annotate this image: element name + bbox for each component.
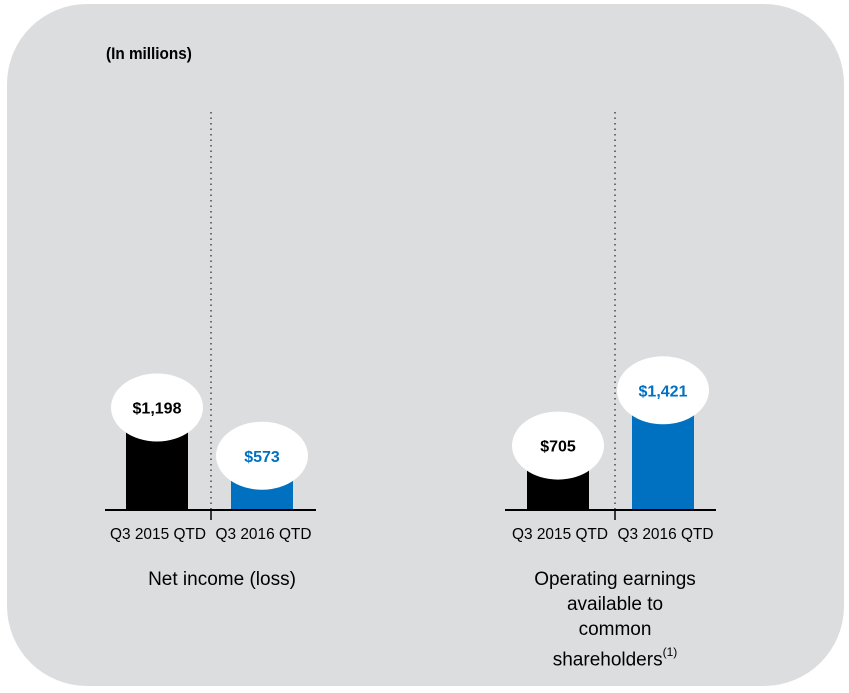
category-label: Q3 2015 QTD <box>110 526 206 543</box>
operating-earnings-chart: $705 Q3 2015 QTD $1,421 Q3 2016 QTD <box>505 112 716 543</box>
category-label: Q3 2016 QTD <box>216 526 312 543</box>
operating-earnings-title-line-1: Operating earnings <box>505 567 725 592</box>
operating-earnings-title-line-4: shareholders <box>553 649 663 670</box>
operating-earnings-title-line-2: available to <box>505 592 725 617</box>
category-label: Q3 2015 QTD <box>512 526 608 543</box>
data-label: $573 <box>244 449 280 466</box>
category-label: Q3 2016 QTD <box>618 526 714 543</box>
operating-earnings-title-line-3: common <box>505 617 725 642</box>
net-income-chart: $1,198 Q3 2015 QTD $573 Q3 2016 QTD <box>105 112 316 543</box>
data-label: $1,421 <box>639 383 688 400</box>
data-label: $705 <box>540 439 576 456</box>
operating-earnings-title: Operating earnings available to common s… <box>505 567 725 672</box>
data-label: $1,198 <box>133 401 182 418</box>
net-income-title-text: Net income (loss) <box>148 569 296 590</box>
net-income-title: Net income (loss) <box>112 567 332 592</box>
footnote-marker: (1) <box>663 645 678 659</box>
